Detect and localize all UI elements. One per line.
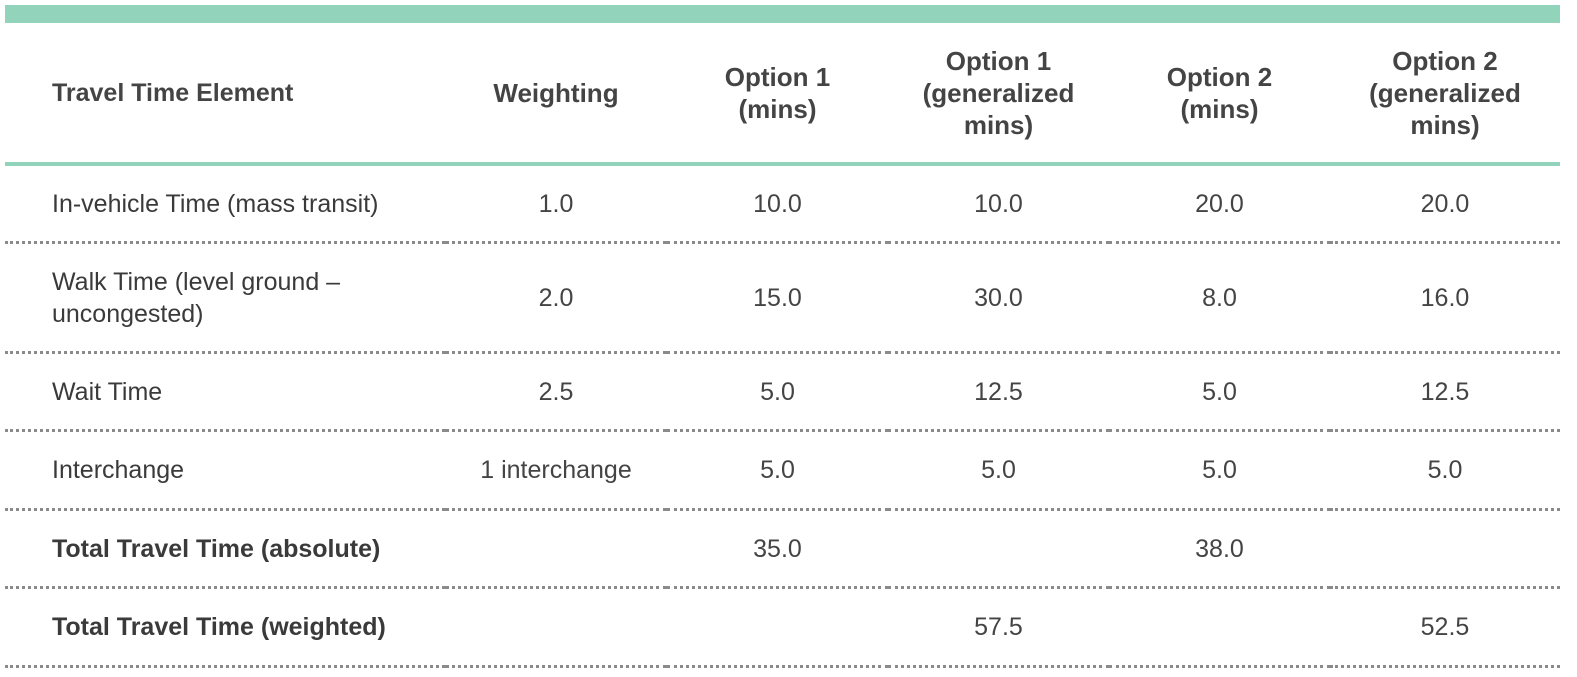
cell-option-2-mins: 8.0 xyxy=(1109,242,1330,354)
table-row-total-weighted: Total Travel Time (weighted) 57.5 52.5 xyxy=(5,587,1560,668)
header-option-2-mins: Option 2 (mins) xyxy=(1109,23,1330,166)
cell-weighting xyxy=(445,509,667,589)
cell-option-1-mins xyxy=(667,587,888,668)
table-row: In-vehicle Time (mass transit) 1.0 10.0 … xyxy=(5,164,1560,244)
table-body: In-vehicle Time (mass transit) 1.0 10.0 … xyxy=(5,164,1560,668)
header-option-1-mins: Option 1 (mins) xyxy=(667,23,888,166)
cell-option-2-mins: 20.0 xyxy=(1109,164,1330,244)
header-weighting: Weighting xyxy=(445,23,667,166)
cell-option-1-generalized: 5.0 xyxy=(888,430,1109,511)
cell-option-2-generalized: 52.5 xyxy=(1330,587,1560,668)
cell-option-1-generalized: 12.5 xyxy=(888,352,1109,432)
table-row: Wait Time 2.5 5.0 12.5 5.0 12.5 xyxy=(5,352,1560,432)
cell-option-2-mins xyxy=(1109,587,1330,668)
cell-option-2-mins: 38.0 xyxy=(1109,509,1330,589)
cell-option-1-mins: 35.0 xyxy=(667,509,888,589)
cell-element: Total Travel Time (weighted) xyxy=(5,587,445,668)
cell-option-2-generalized: 20.0 xyxy=(1330,164,1560,244)
cell-option-2-mins: 5.0 xyxy=(1109,352,1330,432)
cell-element: Walk Time (level ground – uncongested) xyxy=(5,242,445,354)
travel-time-table: Travel Time Element Weighting Option 1 (m… xyxy=(5,23,1560,668)
cell-option-1-generalized xyxy=(888,509,1109,589)
cell-element: Interchange xyxy=(5,430,445,511)
table-top-accent-bar xyxy=(5,5,1560,23)
cell-weighting: 2.5 xyxy=(445,352,667,432)
cell-weighting xyxy=(445,587,667,668)
cell-option-1-generalized: 10.0 xyxy=(888,164,1109,244)
travel-time-table-container: Travel Time Element Weighting Option 1 (m… xyxy=(5,5,1560,668)
header-option-1-generalized-mins: Option 1 (generalized mins) xyxy=(888,23,1109,166)
cell-option-2-mins: 5.0 xyxy=(1109,430,1330,511)
cell-option-2-generalized: 16.0 xyxy=(1330,242,1560,354)
header-row: Travel Time Element Weighting Option 1 (m… xyxy=(5,23,1560,166)
cell-option-1-mins: 10.0 xyxy=(667,164,888,244)
cell-weighting: 1.0 xyxy=(445,164,667,244)
cell-element: In-vehicle Time (mass transit) xyxy=(5,164,445,244)
table-row: Interchange 1 interchange 5.0 5.0 5.0 5.… xyxy=(5,430,1560,511)
cell-element: Total Travel Time (absolute) xyxy=(5,509,445,589)
cell-element: Wait Time xyxy=(5,352,445,432)
cell-option-1-mins: 5.0 xyxy=(667,352,888,432)
cell-option-2-generalized: 5.0 xyxy=(1330,430,1560,511)
cell-option-1-generalized: 30.0 xyxy=(888,242,1109,354)
header-travel-time-element: Travel Time Element xyxy=(5,23,445,166)
header-option-2-generalized-mins: Option 2 (generalized mins) xyxy=(1330,23,1560,166)
cell-option-1-mins: 5.0 xyxy=(667,430,888,511)
cell-option-1-mins: 15.0 xyxy=(667,242,888,354)
cell-weighting: 1 interchange xyxy=(445,430,667,511)
cell-option-2-generalized: 12.5 xyxy=(1330,352,1560,432)
cell-weighting: 2.0 xyxy=(445,242,667,354)
cell-option-1-generalized: 57.5 xyxy=(888,587,1109,668)
cell-option-2-generalized xyxy=(1330,509,1560,589)
table-row: Walk Time (level ground – uncongested) 2.… xyxy=(5,242,1560,354)
table-row-total-absolute: Total Travel Time (absolute) 35.0 38.0 xyxy=(5,509,1560,589)
table-header: Travel Time Element Weighting Option 1 (m… xyxy=(5,23,1560,166)
